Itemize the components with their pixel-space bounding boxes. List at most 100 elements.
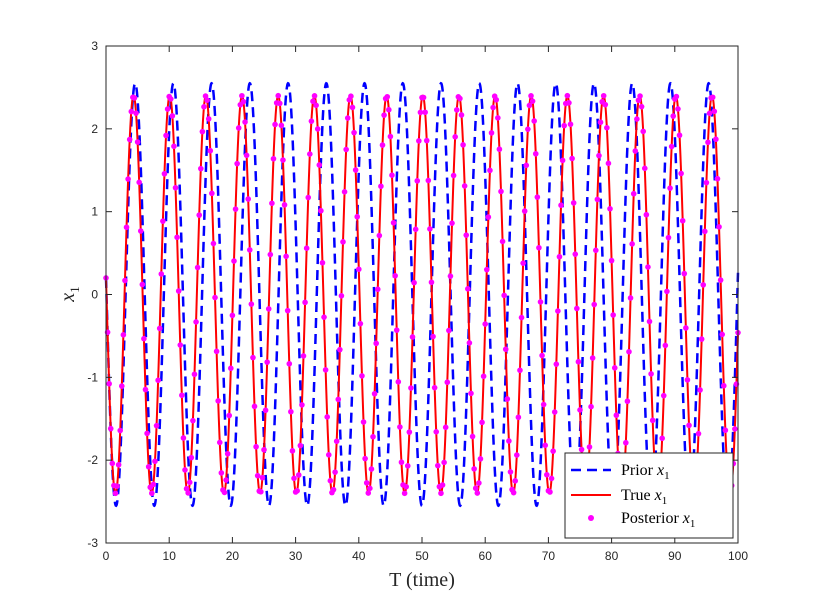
posterior-point [392, 272, 398, 279]
posterior-point [169, 113, 176, 119]
posterior-point [117, 427, 124, 434]
posterior-point [384, 93, 391, 100]
posterior-point [119, 383, 125, 389]
posterior-point [281, 202, 288, 208]
posterior-point [439, 482, 446, 488]
posterior-point [463, 232, 470, 238]
posterior-point [540, 401, 547, 408]
posterior-point [371, 390, 378, 397]
posterior-point [578, 446, 585, 453]
posterior-point [453, 107, 460, 113]
posterior-point [265, 306, 272, 312]
posterior-point [720, 382, 727, 389]
posterior-point [196, 212, 203, 218]
posterior-point [393, 327, 400, 333]
posterior-point [594, 196, 601, 203]
posterior-point [555, 308, 561, 314]
posterior-point [643, 211, 650, 218]
posterior-point [469, 433, 476, 440]
posterior-point [332, 469, 338, 475]
posterior-point [340, 239, 346, 245]
posterior-point [295, 472, 302, 478]
posterior-point [139, 281, 146, 288]
posterior-point [433, 429, 440, 435]
legend-label-posterior: Posterior x1 [621, 510, 695, 530]
posterior-point [343, 146, 349, 153]
posterior-point [673, 93, 680, 100]
posterior-point [250, 354, 256, 361]
posterior-point [577, 407, 583, 413]
posterior-point [488, 130, 495, 136]
posterior-point [341, 189, 348, 195]
posterior-point [258, 488, 264, 495]
posterior-point [662, 342, 669, 349]
posterior-point [466, 340, 473, 346]
posterior-point [686, 422, 692, 429]
posterior-point [515, 414, 522, 421]
posterior-point [270, 155, 277, 162]
posterior-point [115, 461, 122, 468]
posterior-point [719, 331, 725, 338]
posterior-point [305, 194, 312, 201]
posterior-point [709, 94, 716, 101]
posterior-point [567, 121, 574, 128]
y-axis-label: x1 [57, 286, 82, 302]
posterior-point [335, 396, 342, 403]
posterior-point [374, 286, 381, 293]
posterior-point [422, 109, 428, 116]
posterior-point [112, 490, 119, 497]
posterior-point [610, 312, 616, 318]
posterior-point [646, 318, 653, 325]
posterior-point [376, 232, 383, 239]
posterior-point [641, 165, 648, 172]
posterior-point [354, 213, 361, 220]
posterior-point [232, 206, 239, 212]
posterior-point [126, 136, 133, 143]
posterior-point [482, 321, 489, 327]
posterior-point [321, 314, 327, 320]
legend-posterior-sub: 1 [690, 518, 696, 530]
posterior-point [667, 185, 673, 191]
posterior-point [681, 270, 688, 277]
posterior-point [149, 490, 155, 497]
posterior-point [404, 463, 411, 469]
posterior-point [714, 175, 721, 182]
posterior-point [698, 336, 705, 342]
posterior-point [212, 294, 218, 301]
posterior-point [626, 348, 632, 355]
posterior-point [441, 459, 447, 466]
posterior-point [414, 178, 421, 184]
posterior-point [526, 102, 533, 109]
posterior-point [209, 190, 215, 197]
posterior-point [378, 183, 384, 190]
posterior-point [493, 96, 500, 103]
posterior-point [403, 483, 410, 490]
posterior-point [510, 489, 517, 496]
posterior-point [381, 112, 387, 118]
posterior-point [438, 490, 444, 497]
posterior-point [155, 377, 161, 384]
posterior-point [330, 486, 337, 493]
posterior-point [246, 247, 253, 253]
posterior-point [574, 305, 580, 312]
posterior-point [313, 102, 319, 109]
posterior-point [416, 138, 422, 144]
posterior-point [235, 125, 242, 131]
posterior-point [338, 293, 345, 299]
posterior-point [216, 439, 223, 446]
posterior-point [683, 325, 689, 331]
y-tick-label--1: -1 [87, 370, 98, 384]
posterior-point [152, 458, 158, 465]
posterior-point [474, 490, 481, 496]
posterior-point [231, 258, 237, 264]
posterior-point [409, 334, 416, 340]
posterior-point [136, 179, 142, 186]
posterior-point [398, 459, 405, 466]
series-layer [103, 81, 741, 508]
posterior-point [465, 286, 471, 292]
posterior-point [221, 489, 228, 496]
posterior-point [277, 100, 283, 107]
posterior-point [608, 257, 615, 264]
posterior-point [327, 477, 334, 484]
